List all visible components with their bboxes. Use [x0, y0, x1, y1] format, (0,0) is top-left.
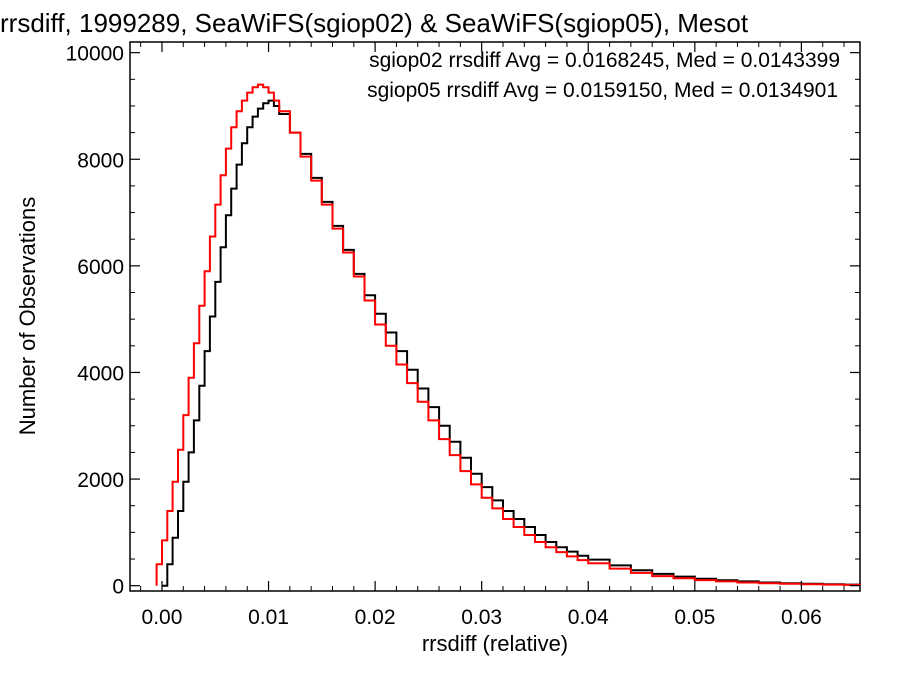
x-tick-label: 0.06: [781, 606, 822, 629]
plot-area: [129, 41, 861, 592]
x-tick-label: 0.03: [461, 606, 502, 629]
plot-frame: [129, 41, 861, 592]
legend-entry-sgiop05: sgiop05 rrsdiff Avg = 0.0159150, Med = 0…: [367, 79, 838, 102]
y-tick-label: 8000: [77, 149, 124, 172]
x-tick-label: 0.01: [248, 606, 289, 629]
y-tick-label: 10000: [66, 43, 124, 66]
y-tick-label: 2000: [77, 469, 124, 492]
series-layer: [155, 83, 861, 587]
series-line-sgiop02: [162, 99, 861, 587]
y-tick-label: 4000: [77, 362, 124, 385]
legend-entry-sgiop02: sgiop02 rrsdiff Avg = 0.0168245, Med = 0…: [369, 49, 840, 72]
x-tick-label: 0.04: [568, 606, 609, 629]
chart-title: rrsdiff, 1999289, SeaWiFS(sgiop02) & Sea…: [0, 8, 749, 38]
y-tick-label: 0: [112, 576, 124, 599]
y-tick-label: 6000: [77, 256, 124, 279]
x-tick-label: 0.05: [674, 606, 715, 629]
series-line-sgiop05: [155, 83, 861, 586]
y-axis-title: Number of Observations: [15, 197, 40, 435]
x-tick-label: 0.02: [355, 606, 396, 629]
x-axis-ticks: 0.00 0.01 0.02 0.03 0.04 0.05 0.06: [140, 42, 845, 629]
x-axis-title: rrsdiff (relative): [422, 631, 568, 656]
y-axis-ticks: 0 2000 4000 6000 8000 10000: [66, 43, 860, 599]
x-tick-label: 0.00: [142, 606, 183, 629]
